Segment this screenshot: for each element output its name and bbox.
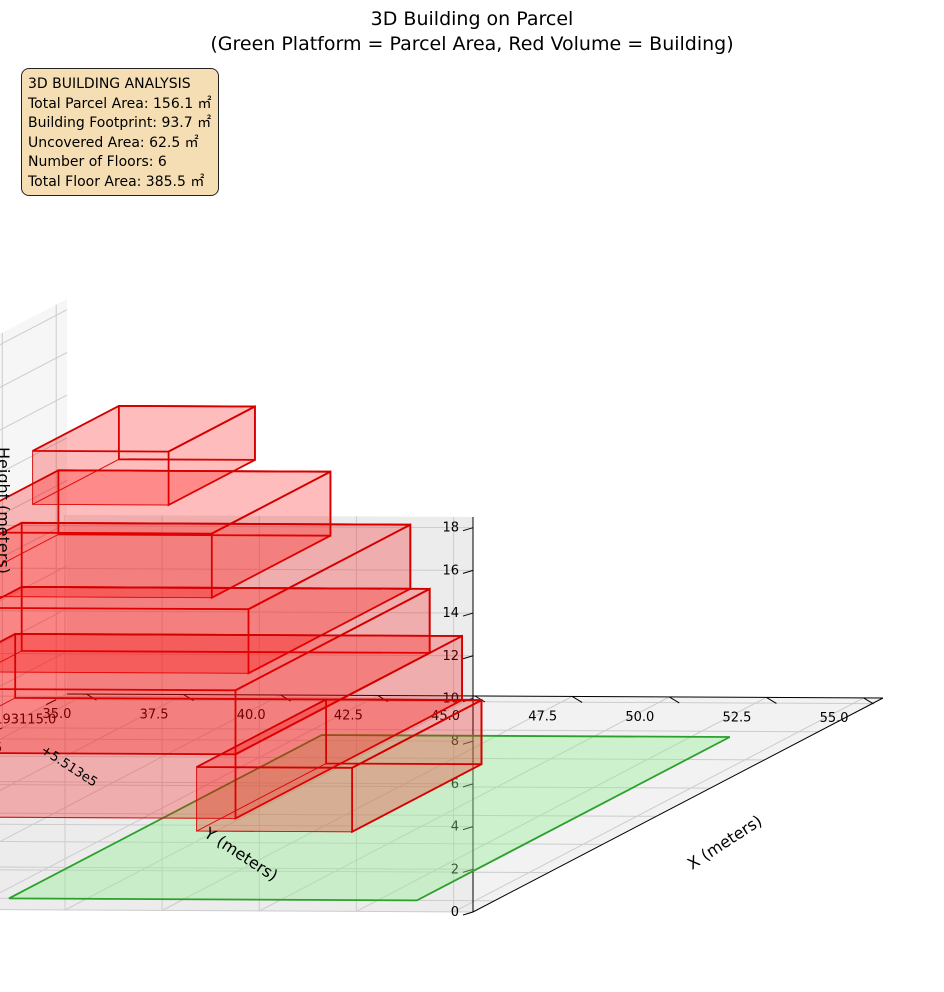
y-tick xyxy=(863,697,874,705)
building-floor-1 xyxy=(196,698,483,834)
grid-z xyxy=(0,522,474,742)
chart-title-line1: 3D Building on Parcel xyxy=(371,8,574,30)
z-tick-label: 8 xyxy=(451,734,459,749)
z-tick-label: 4 xyxy=(451,820,459,835)
y-tick-label: 40.0 xyxy=(237,708,266,723)
floor-2-top-face xyxy=(0,632,463,756)
z-tick xyxy=(462,569,474,574)
grid-z xyxy=(0,309,474,529)
building-volumes xyxy=(0,404,731,902)
info-floor-area: Total Floor Area: 385.5 ㎡ xyxy=(28,173,205,190)
z-tick-label: 0 xyxy=(451,905,459,920)
x-tick-label: 193112.5 xyxy=(0,741,2,756)
y-tick-label: 42.5 xyxy=(334,709,363,724)
building-floor-2 xyxy=(0,632,464,820)
info-floors: Number of Floors: 6 xyxy=(28,154,167,170)
z-tick-label: 12 xyxy=(442,649,459,664)
grid-z xyxy=(0,480,474,699)
z-tick xyxy=(462,826,474,831)
y-tick-label: 35.0 xyxy=(42,707,71,722)
x-tick-label: 193115.0 xyxy=(0,713,56,728)
grid-z xyxy=(0,693,474,913)
info-title: 3D BUILDING ANALYSIS xyxy=(28,76,191,92)
grid-z xyxy=(0,437,474,657)
grid-x xyxy=(0,755,765,761)
info-parcel-area: Total Parcel Area: 156.1 ㎡ xyxy=(28,95,212,112)
grid-x xyxy=(0,840,603,845)
tick-labels: 193097.5193100.0193102.5193105.0193107.5… xyxy=(0,517,884,920)
y-back-pane xyxy=(0,299,67,729)
z-tick xyxy=(462,740,474,745)
building-floor-6 xyxy=(32,404,256,507)
grid-z xyxy=(0,394,474,614)
z-tick xyxy=(462,868,474,873)
grid-y xyxy=(0,694,184,791)
floor-1-top-face xyxy=(196,698,482,769)
parcel-platform xyxy=(8,734,731,902)
y-tick xyxy=(571,696,583,703)
building-floor-3 xyxy=(0,585,431,756)
grid-z xyxy=(0,608,474,828)
floor-5-top-face xyxy=(0,469,331,535)
y-tick-label: 47.5 xyxy=(528,709,557,724)
y-tick-label: 55.0 xyxy=(820,711,849,726)
y-tick-label: 37.5 xyxy=(140,708,169,723)
z-tick-label: 18 xyxy=(442,521,459,536)
y-tick xyxy=(669,696,680,704)
x-tick xyxy=(0,727,3,730)
z-tick xyxy=(462,527,474,532)
x-back-pane xyxy=(0,514,473,912)
z-tick-label: 6 xyxy=(451,777,459,792)
floor-6-top-face xyxy=(32,404,256,453)
x-tick xyxy=(45,699,57,706)
y-tick-label: 50.0 xyxy=(625,710,654,725)
axes-panes xyxy=(0,299,883,912)
info-uncovered: Uncovered Area: 62.5 ㎡ xyxy=(28,134,199,151)
info-footprint: Building Footprint: 93.7 ㎡ xyxy=(28,115,212,131)
analysis-info-box: 3D BUILDING ANALYSIS Total Parcel Area: … xyxy=(21,68,219,196)
floor-3-top-face xyxy=(0,585,431,692)
z-tick-label: 16 xyxy=(442,563,459,578)
y-tick-label: 52.5 xyxy=(722,710,751,725)
y-tick xyxy=(766,696,777,704)
chart-title-line2: (Green Platform = Parcel Area, Red Volum… xyxy=(210,33,733,55)
z-tick-label: 2 xyxy=(451,862,459,877)
z-tick-label: 10 xyxy=(442,691,459,706)
grid-z xyxy=(0,351,474,571)
z-axis-label: Height (meters) xyxy=(0,447,13,574)
grid-x xyxy=(0,869,549,874)
x-axis-label: X (meters) xyxy=(684,811,766,873)
z-tick xyxy=(462,655,474,660)
building-floor-5 xyxy=(0,469,332,600)
z-tick xyxy=(462,783,474,788)
floor-1-back-x-face xyxy=(196,766,353,833)
z-tick xyxy=(462,911,474,916)
z-tick-label: 14 xyxy=(442,606,459,621)
grid-y xyxy=(0,694,281,843)
grid-z xyxy=(0,565,474,785)
y-tick xyxy=(474,695,486,703)
y-axis-line xyxy=(472,697,884,913)
grid-z xyxy=(0,650,474,870)
z-tick xyxy=(462,612,474,617)
